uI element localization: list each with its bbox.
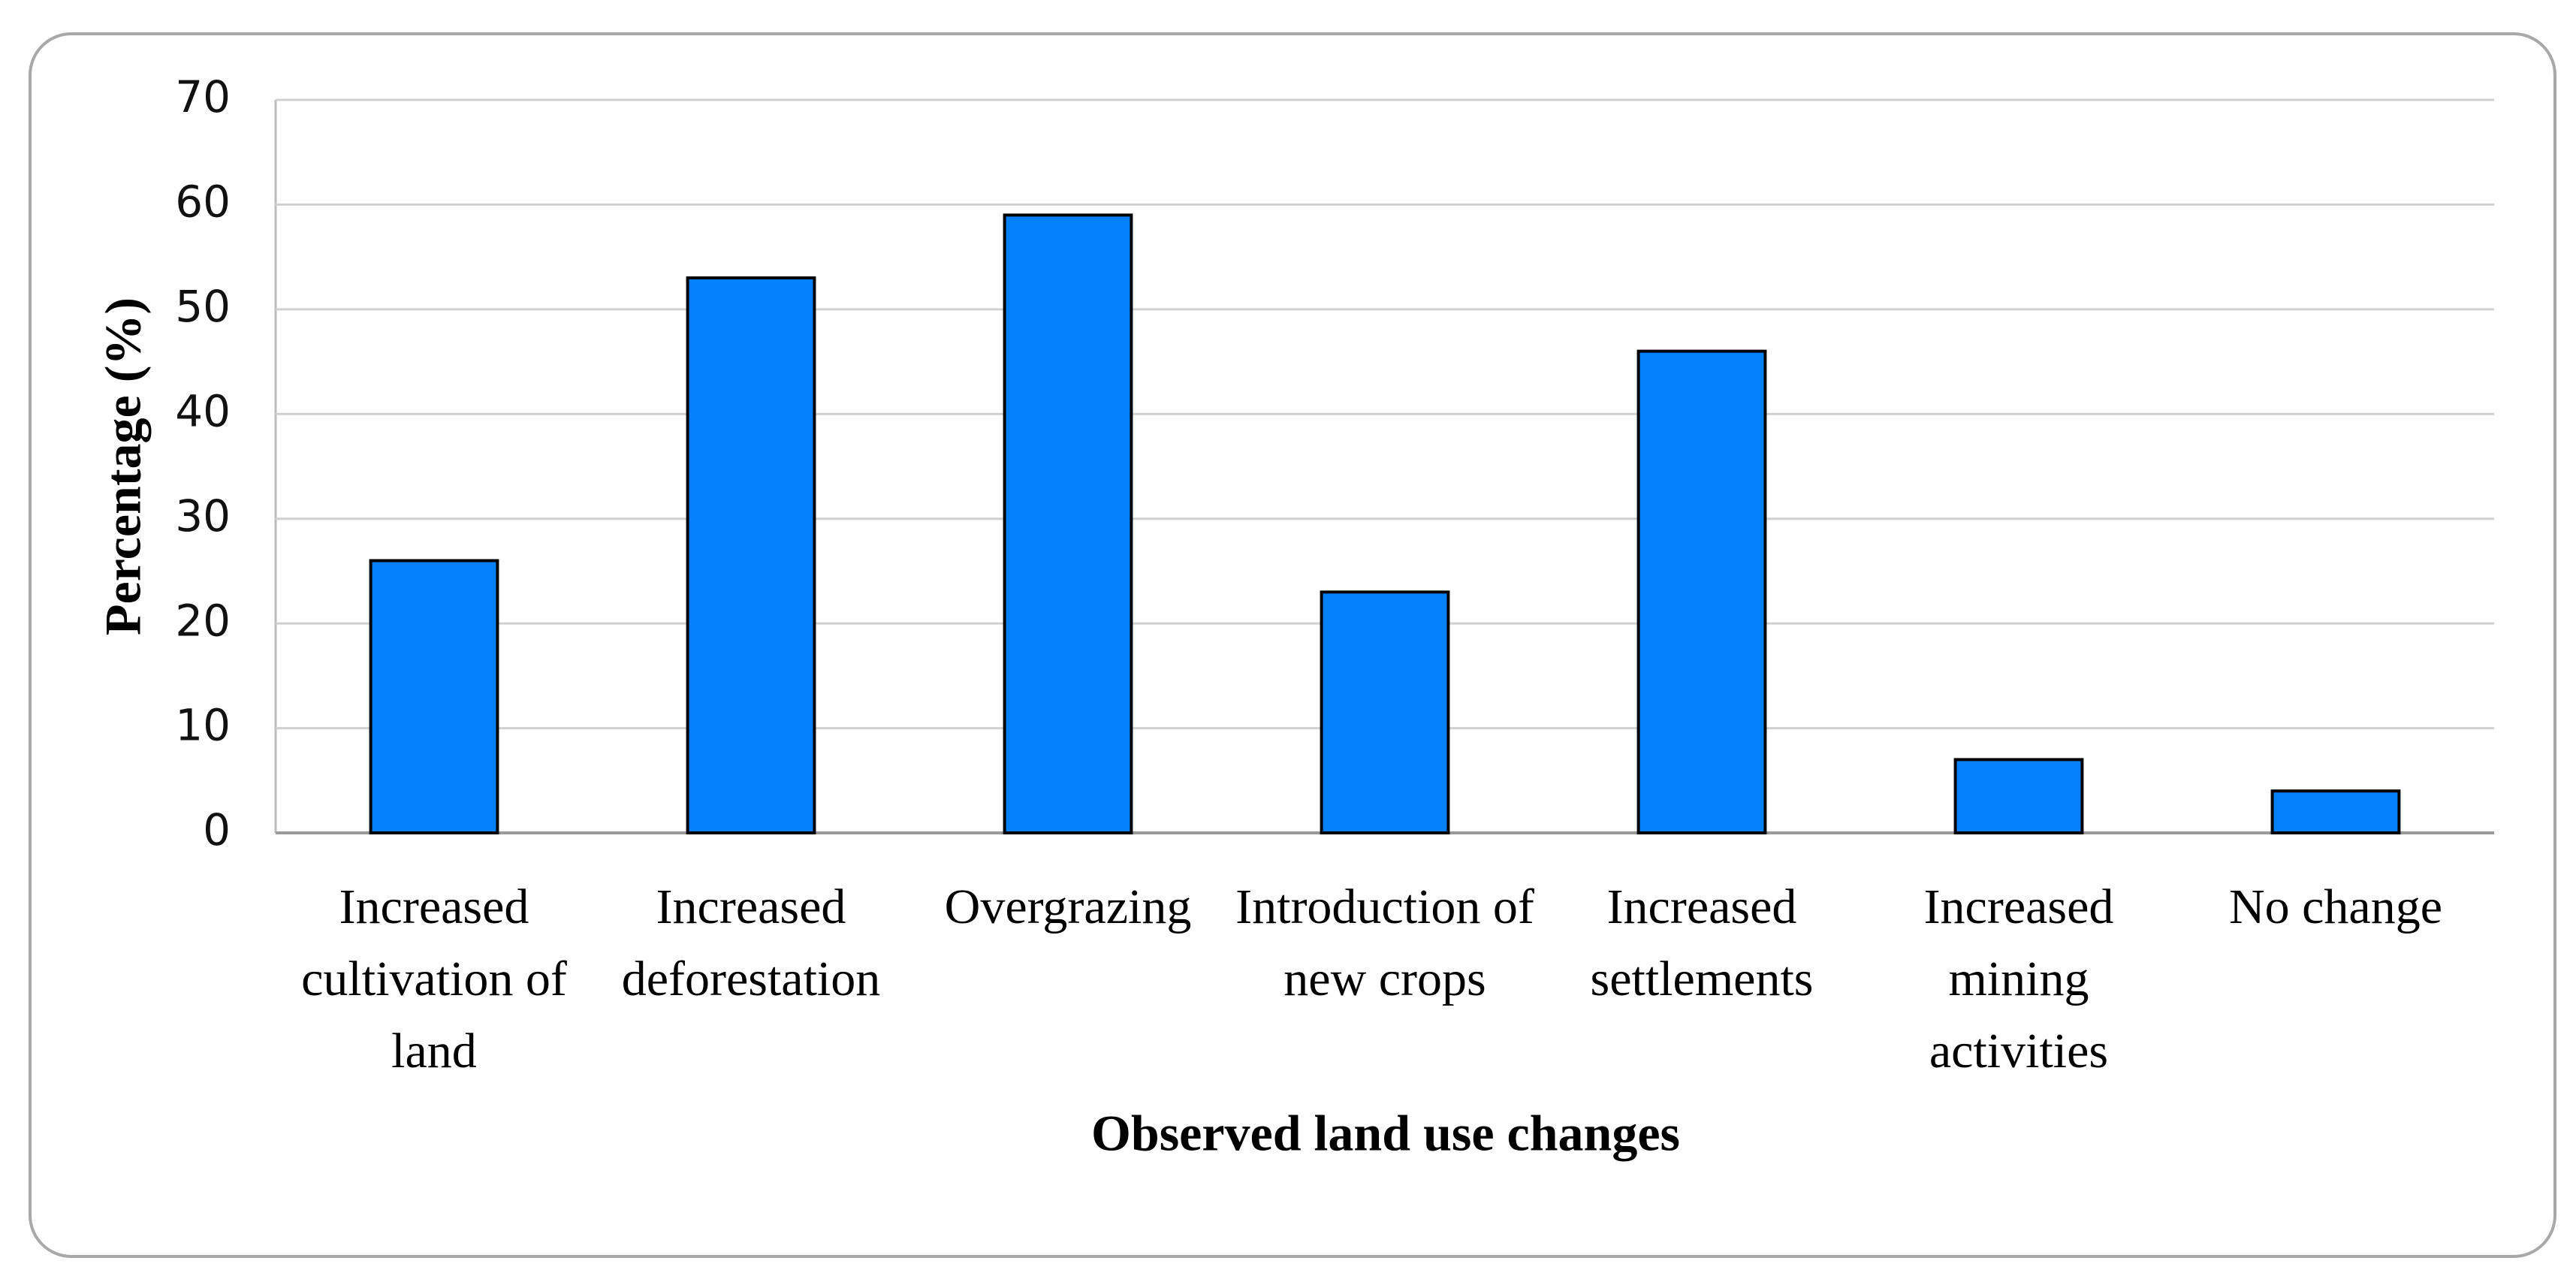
bar <box>1320 590 1450 834</box>
bar <box>686 276 816 834</box>
x-tick-label: Overgrazing <box>944 879 1192 934</box>
x-axis-title: Observed land use changes <box>1091 1105 1680 1162</box>
x-tick-label: Introduction of new crops <box>1235 879 1534 1006</box>
x-tick-label: Increased settlements <box>1590 879 1814 1006</box>
frame <box>29 32 2556 1258</box>
bar <box>2270 789 2401 834</box>
y-tick-label: 20 <box>175 595 231 646</box>
bar <box>1003 213 1133 835</box>
x-tick-label: No change <box>2228 879 2443 934</box>
y-tick-label: 30 <box>175 490 231 541</box>
y-tick-label: 0 <box>203 804 231 855</box>
x-tick-label: Increased mining activities <box>1923 879 2114 1078</box>
x-tick-label: Increased deforestation <box>621 879 881 1006</box>
y-tick-label: 70 <box>175 71 231 122</box>
y-axis-title: Percentage (%) <box>95 297 152 635</box>
bar <box>1953 758 2084 835</box>
bar <box>1636 349 1767 834</box>
y-tick-label: 60 <box>175 176 231 228</box>
y-tick-label: 50 <box>175 281 231 332</box>
y-tick-label: 10 <box>175 700 231 751</box>
bar <box>369 559 499 834</box>
x-tick-label: Increased cultivation of land <box>301 879 567 1078</box>
y-tick-label: 40 <box>175 385 231 436</box>
